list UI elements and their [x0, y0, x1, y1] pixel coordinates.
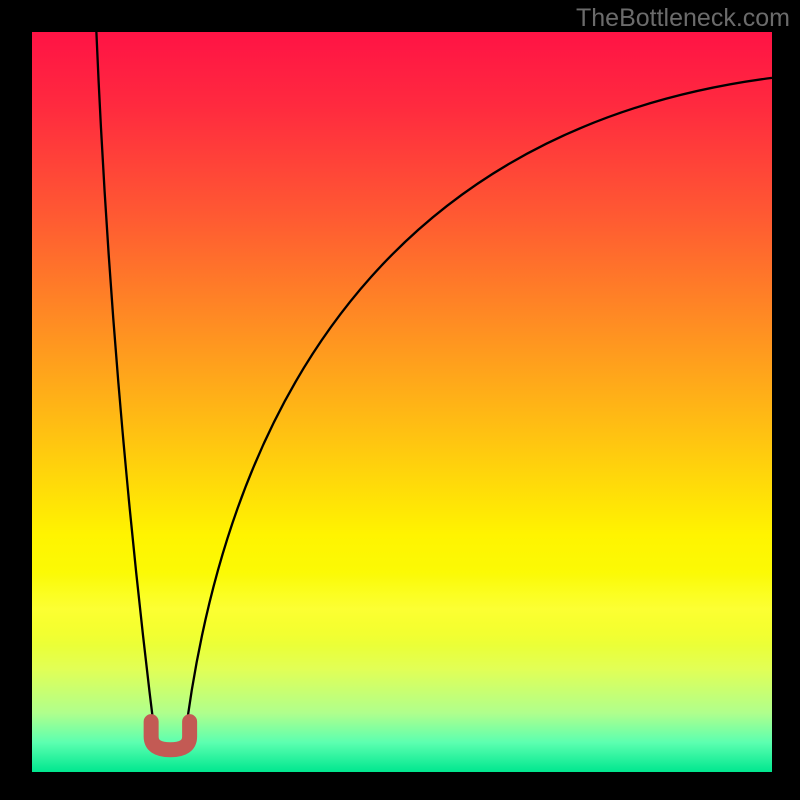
chart-container: TheBottleneck.com	[0, 0, 800, 800]
watermark-text: TheBottleneck.com	[576, 4, 790, 33]
bottleneck-curve-chart	[0, 0, 800, 800]
plot-background	[32, 32, 772, 772]
